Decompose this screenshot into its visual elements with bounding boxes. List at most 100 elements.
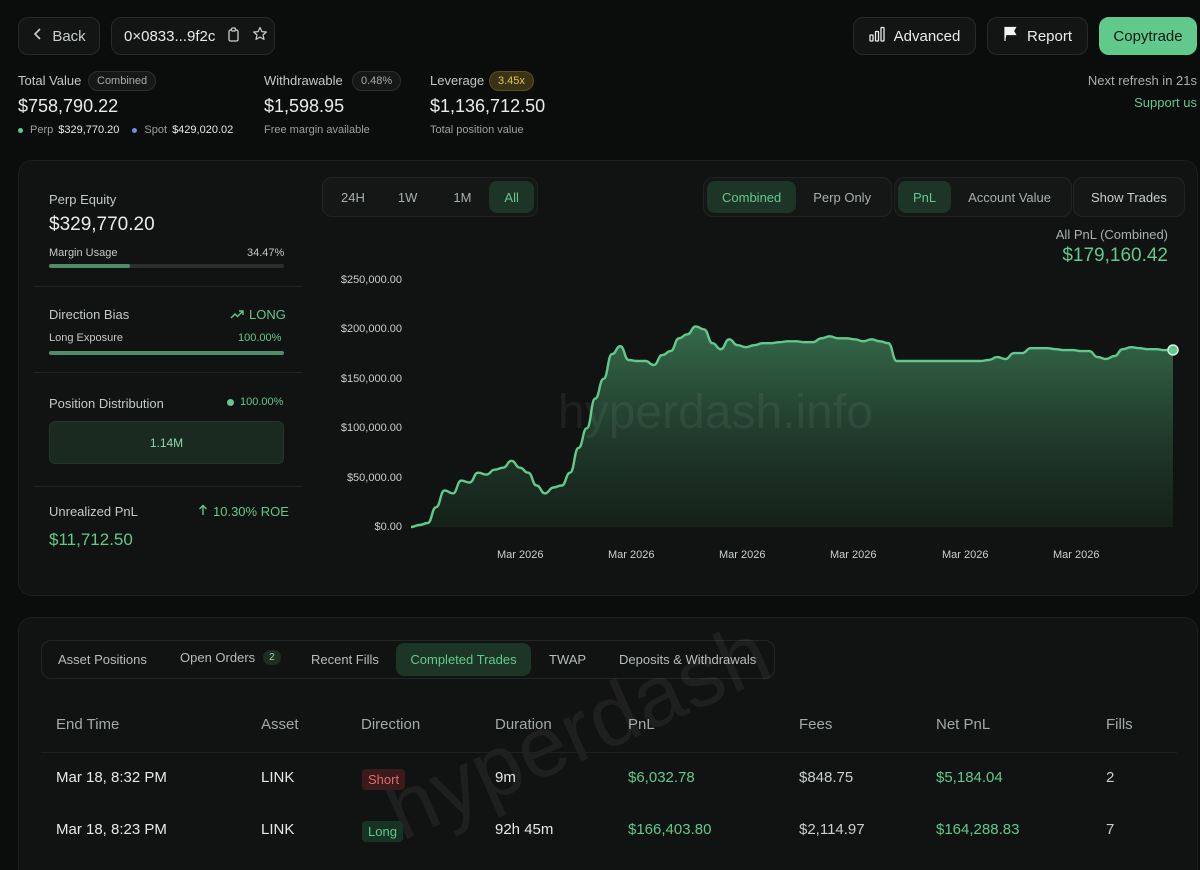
column-header-pnl[interactable]: PnL	[628, 716, 655, 733]
tab-open-orders[interactable]: Open Orders 2	[180, 650, 281, 665]
long-exposure-value: 100.00%	[238, 332, 282, 344]
perp-dot	[18, 127, 23, 133]
margin-usage-value: 34.47%	[247, 247, 285, 259]
current-point-marker	[1167, 344, 1179, 356]
column-header-duration[interactable]: Duration	[495, 716, 552, 733]
withdrawable-label: Withdrawable	[264, 73, 343, 88]
advanced-label: Advanced	[893, 27, 961, 45]
mode-selector: Combined Perp Only	[703, 177, 893, 217]
y-tick-label: $100,000.00	[340, 422, 402, 434]
x-tick-label: Mar 2026	[608, 549, 655, 561]
support-link[interactable]: Support us	[1134, 95, 1197, 110]
watermark: hyperdash.info	[558, 386, 873, 439]
wallet-address: 0×0833...9f2c	[124, 27, 216, 45]
pnl-line	[410, 325, 1174, 529]
direction-bias: LONG	[230, 307, 286, 322]
direction-bias-value: LONG	[249, 307, 286, 322]
metric-account-value[interactable]: Account Value	[968, 189, 1052, 205]
table-row[interactable]	[41, 753, 1177, 805]
position-block[interactable]: 1.14M	[49, 421, 284, 464]
margin-usage-label: Margin Usage	[49, 247, 118, 259]
pnl-area	[411, 326, 1173, 527]
column-header-end-time[interactable]: End Time	[56, 716, 120, 733]
cell-net-pnl: $5,184.04	[936, 769, 1003, 786]
margin-usage-fill	[49, 264, 130, 268]
tab-open-orders-label: Open Orders	[180, 650, 256, 665]
y-tick-label: $150,000.00	[340, 373, 402, 385]
report-button[interactable]: Report	[987, 17, 1088, 55]
copy-icon[interactable]	[227, 26, 240, 46]
flag-icon	[1003, 26, 1019, 46]
y-tick-label: $50,000.00	[346, 472, 402, 484]
column-header-fees[interactable]: Fees	[799, 716, 833, 733]
cell-duration: 9m	[495, 769, 516, 786]
divider	[34, 486, 302, 487]
leverage-badge: 3.45x	[489, 71, 534, 91]
tab-completed-trades[interactable]: Completed Trades	[396, 643, 531, 676]
metric-selector: PnL Account Value	[894, 177, 1073, 217]
advanced-button[interactable]: Advanced	[853, 17, 976, 55]
withdrawable-sub: Free margin available	[264, 124, 370, 136]
refresh-countdown: Next refresh in 21s	[1087, 73, 1197, 88]
leverage-label: Leverage	[430, 73, 485, 88]
spot-label: Spot	[144, 124, 168, 136]
trending-up-icon	[230, 307, 244, 322]
range-24h[interactable]: 24H	[341, 189, 365, 205]
range-1w[interactable]: 1W	[397, 189, 418, 205]
perp-equity-value: $329,770.20	[49, 214, 155, 235]
report-label: Report	[1026, 27, 1073, 45]
range-1m[interactable]: 1M	[453, 189, 472, 205]
y-tick-label: $0.00	[374, 521, 402, 533]
status-dot	[227, 398, 234, 406]
withdrawable-value: $1,598.95	[264, 96, 345, 116]
mode-perp-only[interactable]: Perp Only	[813, 189, 872, 205]
x-tick-label: Mar 2026	[497, 549, 544, 561]
column-header-asset[interactable]: Asset	[261, 716, 299, 733]
copytrade-button[interactable]: Copytrade	[1099, 17, 1197, 55]
x-tick-label: Mar 2026	[830, 549, 877, 561]
cell-fills: 7	[1106, 821, 1115, 838]
tab-recent-fills[interactable]: Recent Fills	[311, 652, 379, 667]
metric-pnl[interactable]: PnL	[898, 181, 952, 213]
column-header-direction[interactable]: Direction	[361, 716, 421, 733]
perp-label: Perp	[30, 124, 54, 136]
position-distribution: 100.00%	[227, 396, 283, 408]
show-trades-toggle: Show Trades	[1073, 177, 1185, 217]
tab-asset-positions[interactable]: Asset Positions	[58, 652, 147, 667]
cell-net-pnl: $164,288.83	[936, 821, 1020, 838]
perp-spot-breakdown: Perp $329,770.20 Spot $429,020.02	[18, 124, 233, 136]
column-header-fills[interactable]: Fills	[1106, 716, 1133, 733]
pnl-total: $179,160.42	[1062, 245, 1168, 266]
show-trades-button[interactable]: Show Trades	[1091, 189, 1167, 205]
range-selector: 24H 1W 1M All	[322, 177, 538, 217]
tab-deposits-withdrawals[interactable]: Deposits & Withdrawals	[619, 652, 757, 667]
mode-combined[interactable]: Combined	[707, 181, 797, 213]
long-exposure-label: Long Exposure	[49, 332, 123, 344]
cell-pnl: $6,032.78	[628, 769, 695, 786]
direction-bias-label: Direction Bias	[49, 307, 130, 322]
cell-fees: $848.75	[799, 769, 854, 786]
divider	[34, 372, 302, 373]
back-button[interactable]: Back	[18, 17, 100, 55]
perp-equity-label: Perp Equity	[49, 192, 117, 207]
spot-dot	[132, 127, 138, 133]
withdrawable-badge: 0.48%	[352, 71, 402, 91]
perp-value: $329,770.20	[58, 124, 120, 136]
combined-badge: Combined	[88, 71, 157, 91]
direction-badge-short: Short	[362, 769, 406, 790]
cell-fees: $2,114.97	[799, 821, 865, 838]
cell-fills: 2	[1106, 769, 1115, 786]
total-value-label: Total Value	[18, 73, 82, 88]
open-orders-count-badge: 2	[263, 650, 281, 665]
column-header-net-pnl[interactable]: Net PnL	[936, 716, 991, 733]
copytrade-label: Copytrade	[1113, 27, 1183, 45]
x-tick-label: Mar 2026	[1053, 549, 1100, 561]
cell-asset: LINK	[261, 821, 295, 838]
star-icon[interactable]	[252, 26, 268, 46]
cell-end-time: Mar 18, 8:23 PM	[56, 821, 167, 838]
margin-usage-bar	[49, 264, 284, 268]
range-all[interactable]: All	[489, 181, 534, 213]
tab-twap[interactable]: TWAP	[549, 652, 587, 667]
pnl-chart[interactable]: hyperdash.info	[0, 0, 1200, 600]
position-distribution-label: Position Distribution	[49, 396, 164, 411]
